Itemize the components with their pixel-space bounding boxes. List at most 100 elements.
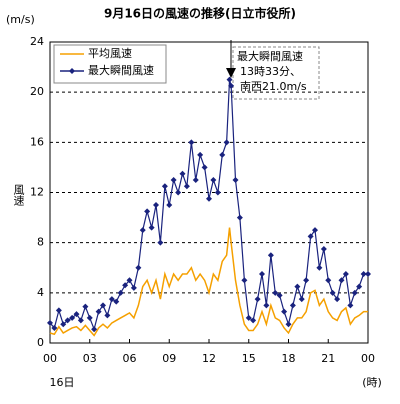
marker	[175, 189, 182, 196]
marker	[307, 233, 314, 240]
annotation-text: 最大瞬間風速	[237, 49, 303, 63]
marker	[254, 296, 261, 303]
y-unit: (m/s)	[6, 13, 35, 26]
marker	[183, 183, 190, 190]
marker	[267, 252, 274, 259]
marker	[250, 317, 257, 324]
marker	[144, 208, 151, 215]
marker	[272, 289, 279, 296]
marker	[232, 176, 239, 183]
marker	[170, 176, 177, 183]
marker	[73, 311, 80, 318]
series-line	[49, 227, 368, 337]
chart-title: 9月16日の風速の推移(日立市役所)	[104, 6, 296, 21]
marker	[236, 214, 243, 221]
marker	[342, 271, 349, 278]
marker	[69, 314, 76, 321]
y-tick-label: 12	[30, 186, 44, 199]
marker	[91, 326, 98, 333]
x-tick-label: 00	[43, 352, 57, 365]
marker	[338, 277, 345, 284]
marker	[334, 296, 341, 303]
marker	[259, 271, 265, 278]
annotation-text: 13時33分、	[240, 65, 301, 78]
marker	[51, 324, 58, 331]
marker	[351, 289, 358, 296]
annotation: 最大瞬間風速 13時33分、南西21.0m/s	[237, 49, 307, 93]
marker	[312, 227, 318, 234]
marker	[276, 292, 283, 299]
marker	[95, 308, 102, 315]
marker	[135, 264, 142, 271]
x-tick-label: 18	[282, 352, 296, 365]
x-tick-label: 21	[321, 352, 335, 365]
marker	[113, 298, 120, 305]
marker	[108, 296, 115, 303]
legend-label: 平均風速	[88, 47, 132, 60]
marker	[157, 239, 164, 246]
marker	[192, 176, 199, 183]
marker	[281, 308, 288, 315]
marker	[104, 312, 111, 319]
marker	[228, 82, 235, 89]
x-tick-label: 09	[162, 352, 176, 365]
marker	[117, 289, 124, 296]
marker	[294, 283, 301, 290]
legend-marker	[69, 68, 75, 74]
marker	[214, 189, 221, 196]
marker	[320, 245, 327, 252]
marker	[347, 302, 354, 309]
marker	[86, 314, 93, 321]
marker	[139, 227, 146, 234]
marker	[126, 277, 133, 284]
marker	[100, 302, 106, 309]
marker	[64, 317, 71, 324]
marker	[77, 317, 84, 324]
marker	[289, 302, 296, 309]
x-label: (時)	[362, 376, 382, 389]
y-label: 風速	[12, 184, 25, 206]
marker	[206, 195, 212, 202]
marker	[219, 151, 226, 158]
marker	[298, 296, 305, 303]
annotation-box	[232, 46, 320, 100]
marker	[263, 302, 270, 309]
y-tick-label: 8	[37, 236, 44, 249]
marker	[55, 307, 62, 314]
marker	[365, 271, 371, 278]
x-tick-label: 12	[202, 352, 216, 365]
x-tick-label: 03	[83, 352, 97, 365]
x-tick-label: 00	[361, 352, 375, 365]
marker	[130, 284, 137, 291]
marker	[360, 271, 367, 278]
marker	[82, 303, 89, 310]
marker	[60, 321, 67, 328]
marker	[122, 282, 129, 289]
marker	[226, 76, 233, 83]
x-tick-label: 15	[242, 352, 256, 365]
y-tick-label: 20	[30, 85, 44, 98]
legend-box	[53, 44, 167, 84]
marker	[245, 314, 252, 321]
marker	[325, 277, 332, 284]
marker	[285, 321, 292, 328]
annotation-arrowhead	[226, 68, 236, 78]
marker	[303, 277, 310, 284]
marker	[201, 164, 208, 171]
marker	[153, 202, 159, 209]
marker	[179, 170, 186, 177]
y-tick-label: 24	[30, 35, 44, 48]
marker	[166, 202, 173, 209]
y-tick-label: 4	[37, 286, 44, 299]
marker	[197, 151, 204, 158]
y-tick-label: 0	[37, 336, 44, 349]
marker	[241, 277, 248, 284]
marker	[148, 224, 155, 231]
x-tick-label: 06	[123, 352, 137, 365]
marker	[223, 139, 230, 146]
marker	[188, 139, 195, 146]
marker	[161, 183, 168, 190]
marker	[47, 319, 53, 326]
legend-label: 最大瞬間風速	[88, 63, 154, 77]
